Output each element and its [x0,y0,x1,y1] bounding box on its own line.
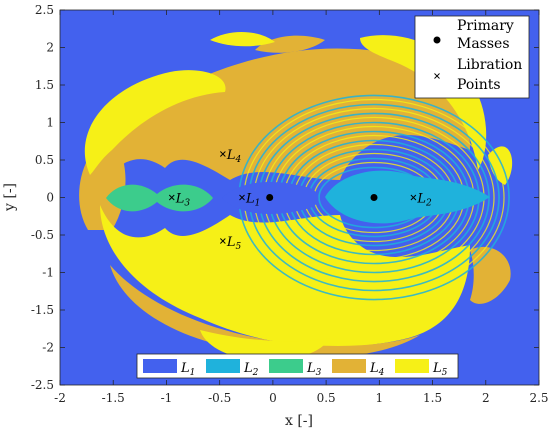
x-tick-label: 2 [482,391,490,405]
y-tick-label: -1.5 [31,303,54,317]
legend-swatch [143,359,177,373]
libration-point-label: L1 [245,192,260,209]
libration-point-label: L5 [226,235,242,252]
libration-point-marker [220,151,226,157]
x-tick-label: 0 [269,391,277,405]
y-tick-label: -2 [42,341,54,355]
legend-class-label: L4 [369,361,385,378]
primary-mass-marker [370,194,378,201]
legend-class-label: L5 [432,361,448,378]
x-tick-label: 1 [376,391,384,405]
basin-L5-upper-left [84,70,226,175]
y-tick-label: -0.5 [31,228,54,242]
x-tick-label: -2 [54,391,66,405]
y-tick-label: 0 [46,191,54,205]
legend-swatch [332,359,366,373]
basin-L2-core [325,170,490,224]
y-tick-label: -2.5 [31,378,54,392]
basin-L5-lower [100,205,470,347]
basin-L5-bottom-lobe [200,330,330,361]
libration-point-marker [239,194,245,201]
legend-entry-label: Points [457,77,501,93]
y-tick-label: 2 [46,41,54,55]
libration-point-marker [410,194,417,201]
legend-class-label: L2 [243,361,259,378]
legend-class-label: L1 [180,361,195,378]
libration-point-marker [168,194,175,201]
x-tick-label: 1.5 [423,391,442,405]
legend-basins: L1 L2 L3 L4 L5 [136,353,459,379]
x-tick-label: -0.5 [208,391,231,405]
y-tick-label: -1 [42,266,54,280]
basin-L5-top-fringe [210,31,275,47]
primary-mass-marker [266,194,274,201]
legend-swatch [269,359,303,373]
legend-markers: Primary Masses Libration Points [414,15,530,99]
legend-dot-icon [433,36,441,44]
legend-swatch [206,359,240,373]
legend-entry-label: Primary [457,18,514,34]
libration-point-label: L3 [175,192,191,209]
libration-point-marker [220,238,226,244]
basin-L4-top-lobes [255,35,325,53]
y-axis-label: y [-] [2,183,18,212]
libration-point-label: L2 [416,192,432,209]
x-axis-label: x [-] [285,413,313,429]
x-tick-label: 0.5 [317,391,336,405]
legend-cross-icon [434,73,440,79]
basin-L4-bottom-band [110,265,420,358]
legend-entry-label: Libration [457,57,522,73]
y-tick-label: 1.5 [35,78,54,92]
x-tick-label: -1.5 [102,391,125,405]
x-tick-label: -1 [161,391,173,405]
legend-swatch [395,359,429,373]
y-tick-label: 0.5 [35,153,54,167]
basin-L3-core [106,184,213,212]
x-tick-label: 2.5 [529,391,548,405]
y-tick-label: 1 [46,116,54,130]
legend-entry-label: Masses [457,36,510,52]
legend-class-label: L3 [306,361,322,378]
libration-point-label: L4 [226,148,242,165]
y-tick-label: 2.5 [35,3,54,17]
